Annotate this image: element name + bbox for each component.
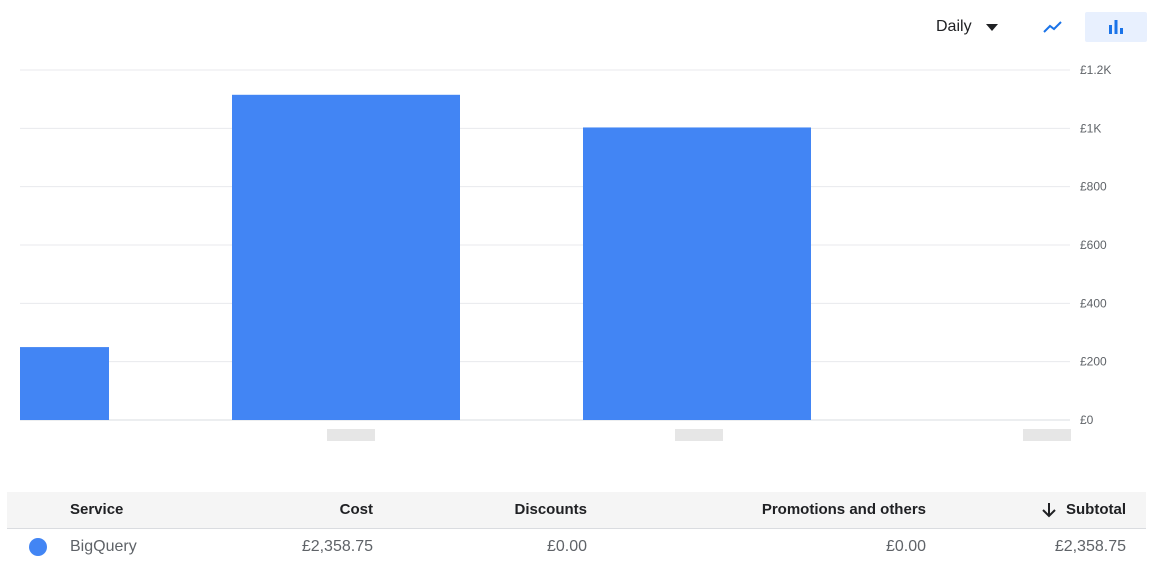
y-tick-label: £200 [1080,355,1107,369]
header-service[interactable]: Service [70,501,124,518]
y-tick-label: £600 [1080,238,1107,252]
bar[interactable] [20,347,109,420]
cell-service: BigQuery [70,538,137,555]
x-tick-label-redacted [1023,429,1071,441]
cell-promotions: £0.00 [885,538,926,555]
header-subtotal[interactable]: Subtotal [1066,501,1126,518]
x-axis-ticks [327,429,1071,441]
cost-bar-chart: £0 £200 £400 £600 £800 £1K £1.2K [20,63,1111,441]
granularity-label: Daily [936,18,972,35]
bar-view-button[interactable] [1085,12,1147,42]
line-view-button[interactable] [1022,12,1084,42]
table-row: BigQuery £2,358.75 £0.00 £0.00 £2,358.75 [7,529,1146,565]
y-tick-label: £0 [1080,413,1094,427]
table-header: Service Cost Discounts Promotions and ot… [7,492,1146,529]
header-promotions[interactable]: Promotions and others [761,501,926,518]
x-tick-label-redacted [675,429,723,441]
y-tick-label: £1K [1080,121,1101,135]
cell-cost: £2,358.75 [301,538,373,555]
chart-toolbar: Daily [0,12,1161,44]
chart-grid [20,69,1070,421]
header-cost[interactable]: Cost [339,501,373,518]
arrow-down-icon[interactable] [1040,501,1058,519]
y-tick-label: £1.2K [1080,63,1111,77]
granularity-dropdown[interactable]: Daily [928,12,1006,42]
y-axis-ticks: £0 £200 £400 £600 £800 £1K £1.2K [1080,63,1111,427]
header-discounts[interactable]: Discounts [514,501,587,518]
series-color-dot [29,538,47,556]
caret-down-icon [985,23,998,31]
bar-chart-icon [1109,20,1123,34]
bar[interactable] [583,127,811,420]
y-tick-label: £800 [1080,180,1107,194]
x-tick-label-redacted [327,429,375,441]
bar[interactable] [232,94,460,420]
cell-discounts: £0.00 [546,538,587,555]
y-tick-label: £400 [1080,296,1107,310]
cost-table: Service Cost Discounts Promotions and ot… [7,492,1146,565]
chart-bars [20,94,811,420]
line-chart-icon [1043,21,1062,33]
cell-subtotal: £2,358.75 [1054,538,1126,555]
